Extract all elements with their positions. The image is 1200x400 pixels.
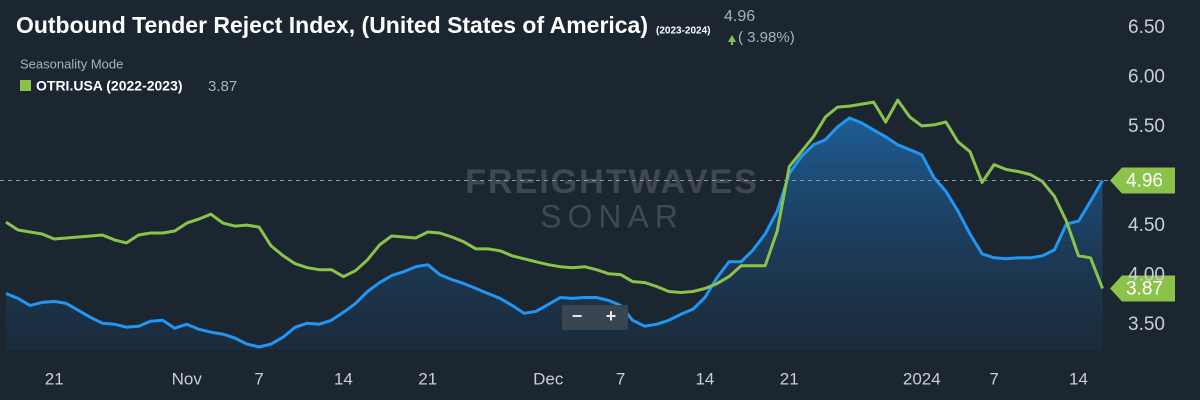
end-tag-label: 3.87 bbox=[1126, 279, 1163, 300]
x-tick-label: 7 bbox=[989, 369, 998, 388]
watermark-brand: FREIGHTWAVES bbox=[465, 163, 759, 201]
plot-area bbox=[5, 98, 1104, 350]
x-tick-label: Nov bbox=[172, 369, 203, 388]
x-tick-label: 21 bbox=[418, 369, 437, 388]
change-arrow bbox=[728, 35, 736, 45]
y-tick-label: 6.00 bbox=[1128, 66, 1165, 87]
current-value: 4.96 bbox=[724, 8, 755, 25]
x-tick-label: 7 bbox=[616, 369, 625, 388]
mode-label: Seasonality Mode bbox=[20, 56, 123, 71]
x-tick-label: 21 bbox=[780, 369, 799, 388]
zoom-bg bbox=[562, 305, 628, 330]
legend-label: OTRI.USA (2022-2023) bbox=[36, 78, 183, 94]
x-tick-label: 21 bbox=[45, 369, 64, 388]
change-value: ( 3.98%) bbox=[738, 29, 795, 46]
legend-swatch bbox=[20, 80, 31, 91]
watermark-product: SONAR bbox=[540, 198, 684, 234]
end-tag-label: 4.96 bbox=[1126, 170, 1163, 191]
end-tag bbox=[1110, 275, 1175, 302]
zoom-in[interactable]: + bbox=[606, 306, 617, 326]
chart-title: Outbound Tender Reject Index, (United St… bbox=[16, 12, 648, 38]
y-tick-label: 5.50 bbox=[1128, 116, 1165, 137]
x-tick-label: 14 bbox=[1069, 369, 1088, 388]
series-area bbox=[6, 118, 1103, 350]
y-tick-label: 4.50 bbox=[1128, 215, 1165, 236]
x-tick-label: 2024 bbox=[903, 369, 941, 388]
chart-subtitle: (2023-2024) bbox=[656, 26, 710, 37]
watermark: FREIGHTWAVES SONAR bbox=[465, 163, 759, 234]
legend-value: 3.87 bbox=[208, 78, 237, 95]
series-line bbox=[5, 98, 1104, 294]
zoom-controls: − + bbox=[562, 305, 628, 330]
y-tick-label: 3.50 bbox=[1128, 314, 1165, 335]
overlay: 4.96 3.87 bbox=[0, 167, 1175, 302]
x-tick-label: 7 bbox=[254, 369, 263, 388]
zoom-out[interactable]: − bbox=[572, 306, 583, 326]
series-line bbox=[5, 116, 1104, 349]
y-tick-label: 4.00 bbox=[1128, 265, 1165, 286]
x-tick-label: 14 bbox=[334, 369, 353, 388]
end-tag bbox=[1110, 167, 1175, 194]
y-tick-label: 6.50 bbox=[1128, 17, 1165, 38]
x-tick-label: 14 bbox=[695, 369, 714, 388]
x-tick-label: Dec bbox=[533, 369, 564, 388]
